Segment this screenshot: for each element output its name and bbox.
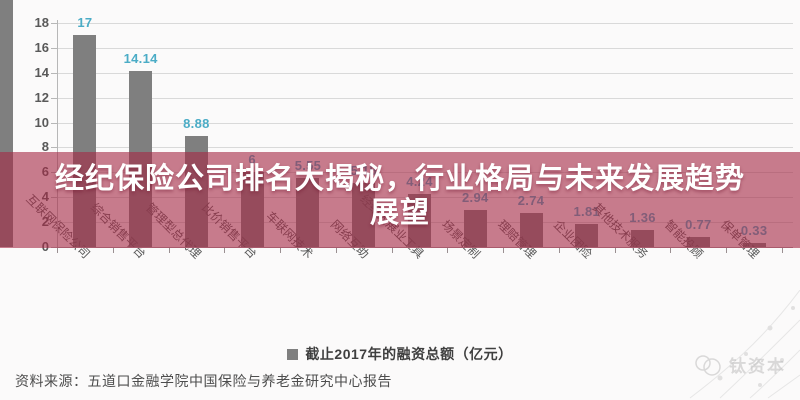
x-axis-tick: [726, 247, 728, 253]
y-axis-tick: [51, 23, 57, 24]
title-banner: 经纪保险公司排名大揭秘，行业格局与未来发展趋势 展望: [0, 152, 800, 248]
x-axis-tick: [670, 247, 672, 253]
watermark-text: 钛资本: [729, 357, 786, 376]
gridline: [57, 122, 793, 124]
legend-label: 截止2017年的融资总额（亿元）: [305, 346, 513, 362]
y-axis-label: 10: [34, 114, 49, 130]
y-axis-label: 12: [34, 89, 49, 105]
bar-value-label: 14.14: [123, 51, 158, 67]
y-axis-tick: [51, 47, 57, 49]
x-axis-tick: [224, 247, 226, 253]
chart-legend: 截止2017年的融资总额（亿元）: [0, 344, 800, 364]
y-axis-tick: [51, 122, 57, 124]
bar-value-label: 17: [77, 15, 93, 31]
x-axis-tick: [782, 247, 783, 253]
y-axis-tick: [51, 97, 57, 99]
gridline: [57, 47, 793, 49]
x-axis-tick: [112, 247, 114, 253]
x-axis-tick: [614, 247, 616, 253]
x-axis-tick: [447, 247, 449, 253]
y-axis-label: 16: [34, 39, 49, 55]
network-decoration: [689, 290, 800, 399]
x-axis-tick: [391, 247, 393, 253]
watermark: 钛资本: [693, 352, 786, 377]
x-axis-tick: [168, 247, 170, 253]
banner-title-line1: 经纪保险公司排名大揭秘，行业格局与未来发展趋势: [54, 163, 745, 195]
x-axis-tick: [558, 247, 560, 253]
x-axis-tick: [503, 247, 505, 253]
gridline: [57, 147, 793, 149]
y-axis-line: [57, 20, 58, 248]
gridline: [57, 23, 793, 24]
x-axis-tick: [57, 247, 58, 253]
gridline: [57, 97, 793, 99]
source-note: 资料来源：五道口金融学院中国保险与养老金研究中心报告: [15, 373, 392, 389]
legend-swatch-icon: [287, 348, 299, 360]
gridline: [57, 72, 793, 74]
y-axis-tick: [51, 147, 57, 149]
banner-title-line2: 展望: [369, 197, 430, 229]
taicapital-logo-icon: [695, 354, 721, 376]
y-axis-tick: [51, 72, 57, 74]
x-axis-tick: [335, 247, 337, 253]
y-axis-label: 8: [41, 139, 49, 155]
x-axis-tick: [280, 247, 282, 253]
bar-value-label: 8.88: [183, 116, 210, 132]
y-axis-label: 18: [34, 15, 49, 30]
y-axis-label: 14: [34, 64, 49, 80]
